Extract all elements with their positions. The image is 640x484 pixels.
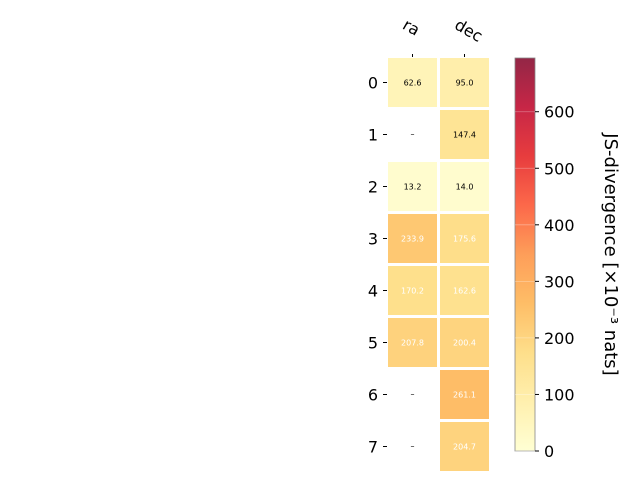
heatmap-cell-label: 200.4 [453,339,476,348]
row-label: 0 [368,74,378,93]
row-label: 1 [368,126,378,145]
heatmap-cell [440,162,489,211]
heatmap-cell [388,318,437,367]
colorbar-gradient [514,57,536,452]
heatmap-cell [440,370,489,419]
heatmap-cell [388,266,437,315]
colorbar-tick-label: 600 [544,103,575,122]
heatmap-missing-label: – [411,442,415,451]
colorbar-tick-label: 0 [544,442,554,461]
heatmap-missing-label: – [411,390,415,399]
row-label: 7 [368,438,378,457]
column-label: ra [400,15,424,40]
row-labels: 0 1 2 3 4 5 6 7 [368,74,387,457]
heatmap-cell-label: 175.6 [453,235,476,244]
row-label: 6 [368,386,378,405]
row-label: 2 [368,178,378,197]
heatmap-cell-label: 261.1 [453,391,476,400]
colorbar-tick-label: 200 [544,329,575,348]
heatmap-cell-label: 233.9 [401,235,424,244]
colorbar-tick-label: 300 [544,272,575,291]
heatmap-cell [440,110,489,159]
heatmap-cell-label: 204.7 [453,443,476,452]
colorbar: 0 100 200 300 400 500 600 JS-divergence [×10⁻³ … [514,57,621,461]
heatmap-cell-label: 95.0 [456,79,474,88]
heatmap-cell [440,318,489,367]
heatmap-cell-label: 13.2 [404,183,422,192]
heatmap-cell-label: 14.0 [456,183,474,192]
heatmap-cell [440,266,489,315]
row-label: 5 [368,334,378,353]
heatmap-cell [440,422,489,471]
colorbar-label: JS-divergence [×10⁻³ nats] [600,132,621,375]
heatmap-cell-label: 162.6 [453,287,476,296]
heatmap-cell [440,58,489,107]
colorbar-tick-label: 500 [544,159,575,178]
heatmap-cell [440,214,489,263]
row-label: 4 [368,282,378,301]
column-label: dec [452,15,486,46]
colorbar-tick-label: 400 [544,216,575,235]
heatmap-cell [388,162,437,211]
column-labels: ra dec [400,15,486,57]
heatmap-cell-label: 207.8 [401,339,424,348]
heatmap-missing-label: – [411,130,415,139]
row-label: 3 [368,230,378,249]
heatmap-cell-label: 147.4 [453,131,476,140]
heatmap-cell-label: 170.2 [401,287,424,296]
colorbar-tick-label: 100 [544,385,575,404]
heatmap-cell [388,214,437,263]
heatmap-cells: 62.6 95.0 – 147.4 13.2 14.0 233.9 175.6 170.2 162… [388,58,489,471]
heatmap-cell [388,58,437,107]
heatmap-cell-label: 62.6 [404,79,422,88]
